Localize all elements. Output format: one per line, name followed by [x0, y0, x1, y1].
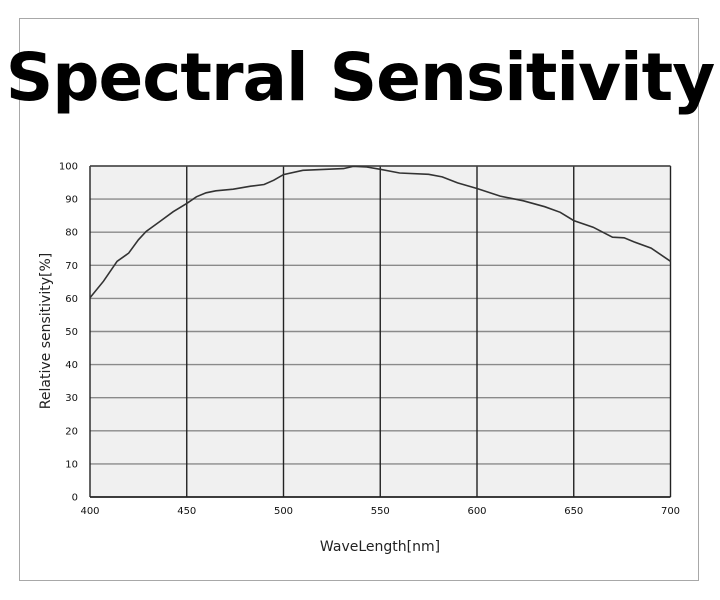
- y-axis-label: Relative sensitivity[%]: [38, 253, 54, 409]
- y-tick-label: 0: [72, 493, 78, 504]
- x-tick-label: 600: [467, 506, 486, 517]
- y-tick-label: 100: [59, 162, 78, 173]
- y-tick-label: 50: [65, 327, 78, 338]
- chart-frame: [19, 18, 699, 581]
- y-tick-label: 60: [65, 294, 78, 305]
- x-tick-label: 550: [371, 506, 390, 517]
- x-tick-label: 500: [274, 506, 293, 517]
- x-tick-label: 650: [564, 506, 583, 517]
- sensitivity-curve: [89, 165, 671, 299]
- y-tick-label: 70: [65, 261, 78, 272]
- y-tick-label: 90: [65, 195, 78, 206]
- y-tick-label: 80: [65, 228, 78, 239]
- y-tick-label: 40: [65, 360, 78, 371]
- y-tick-label: 20: [65, 426, 78, 437]
- x-axis-label: WaveLength[nm]: [320, 539, 440, 555]
- y-tick-label: 10: [65, 459, 78, 470]
- chart-title: Spectral Sensitivity: [5, 39, 715, 116]
- x-tick-label: 700: [661, 506, 680, 517]
- y-tick-label: 30: [65, 393, 78, 404]
- x-tick-label: 450: [177, 506, 196, 517]
- x-tick-label: 400: [80, 506, 99, 517]
